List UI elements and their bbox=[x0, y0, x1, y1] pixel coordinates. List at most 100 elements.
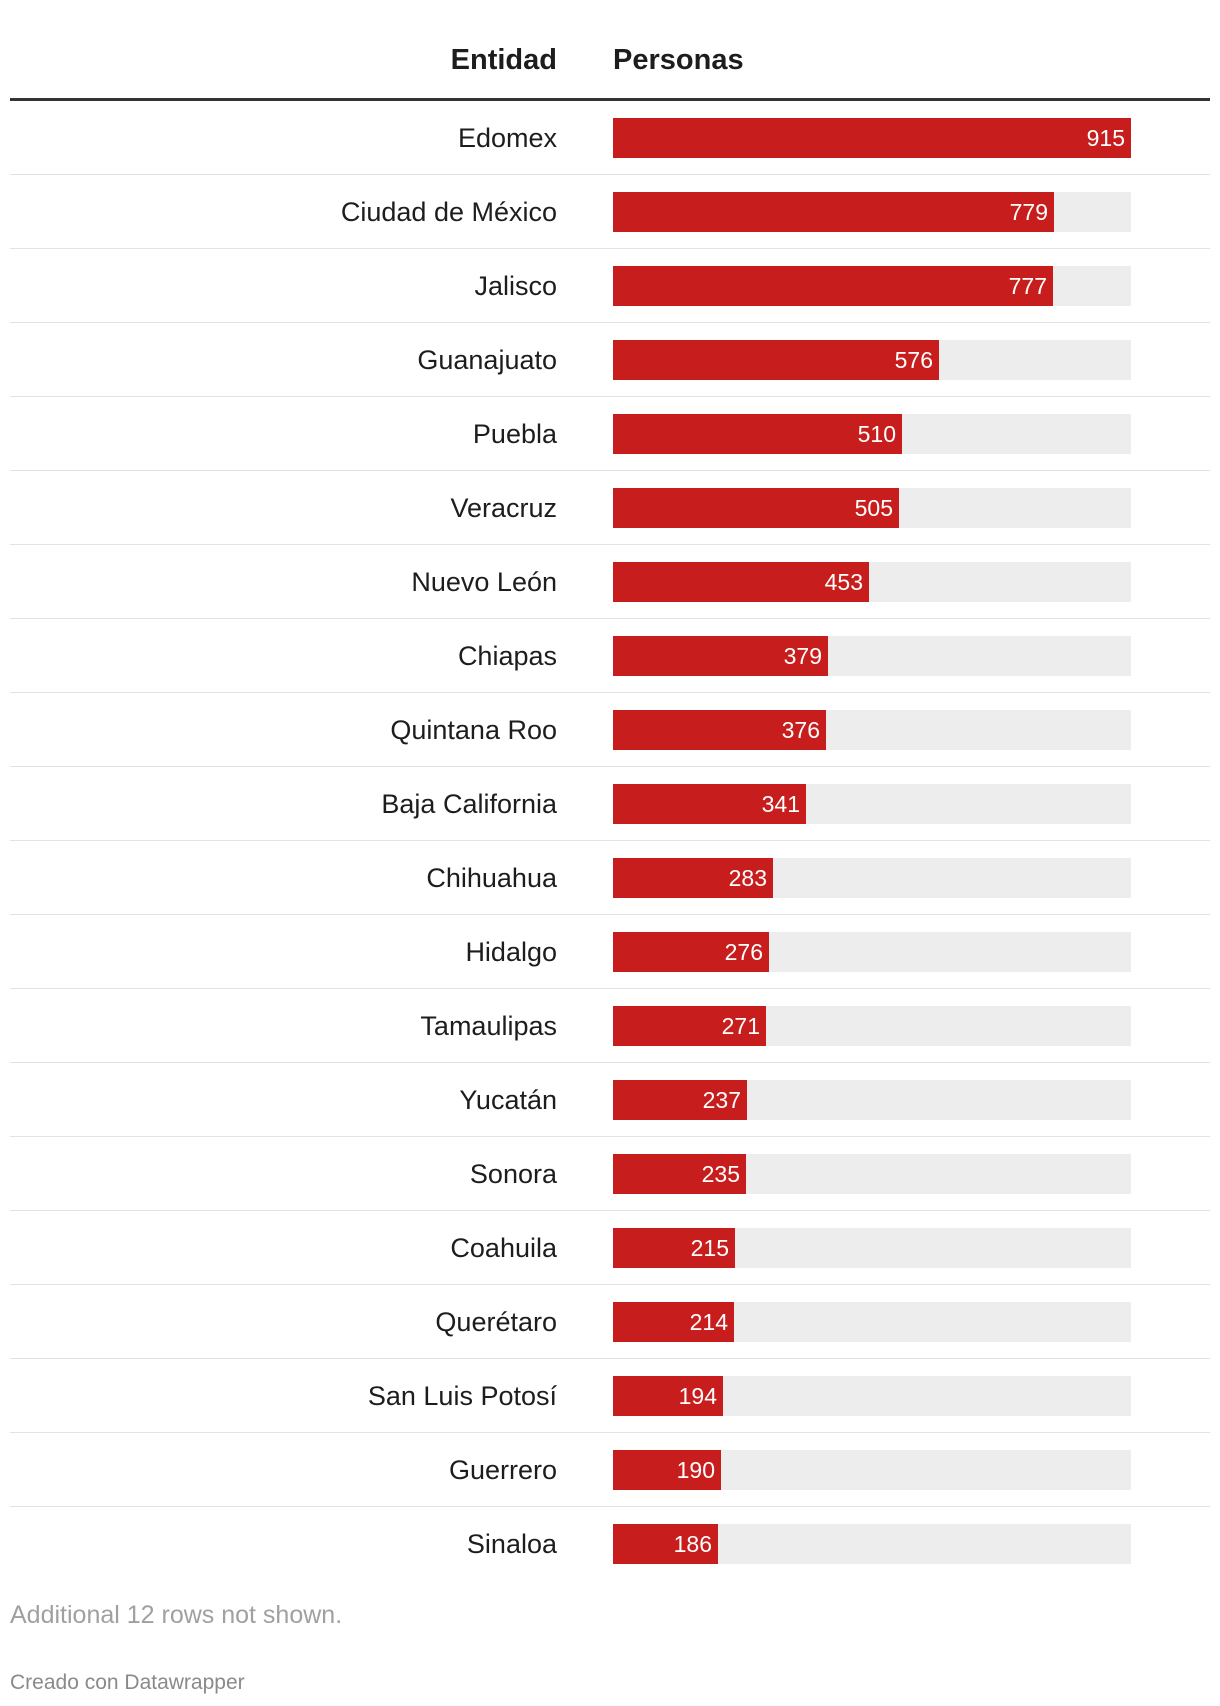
value-bar: 379 bbox=[613, 636, 828, 676]
bar-track: 235 bbox=[613, 1154, 1131, 1194]
value-bar: 576 bbox=[613, 340, 939, 380]
value-label: 779 bbox=[1009, 199, 1048, 225]
table-row: Jalisco 777 bbox=[10, 249, 1210, 323]
table-row: Guanajuato 576 bbox=[10, 323, 1210, 397]
value-bar: 779 bbox=[613, 192, 1054, 232]
table-row: Puebla 510 bbox=[10, 397, 1210, 471]
bar-track: 777 bbox=[613, 266, 1131, 306]
value-bar: 777 bbox=[613, 266, 1053, 306]
table-row: Guerrero 190 bbox=[10, 1433, 1210, 1507]
value-label: 283 bbox=[728, 865, 767, 891]
table-row: Sonora 235 bbox=[10, 1137, 1210, 1211]
bar-track: 379 bbox=[613, 636, 1131, 676]
bar-track: 271 bbox=[613, 1006, 1131, 1046]
entity-label: Coahuila bbox=[450, 1233, 557, 1263]
bar-track: 576 bbox=[613, 340, 1131, 380]
value-label: 576 bbox=[894, 347, 933, 373]
entity-label: Sonora bbox=[469, 1159, 557, 1189]
value-label: 915 bbox=[1086, 125, 1125, 151]
entity-label: Nuevo León bbox=[411, 567, 557, 597]
bar-track: 186 bbox=[613, 1524, 1131, 1564]
value-bar: 215 bbox=[613, 1228, 735, 1268]
entity-label: Chihuahua bbox=[426, 863, 557, 893]
entity-label: Jalisco bbox=[474, 271, 557, 301]
entity-label: Quintana Roo bbox=[390, 715, 557, 745]
bar-track: 510 bbox=[613, 414, 1131, 454]
value-bar: 376 bbox=[613, 710, 826, 750]
table-row: Hidalgo 276 bbox=[10, 915, 1210, 989]
entity-label: Edomex bbox=[457, 123, 557, 153]
value-label: 505 bbox=[854, 495, 893, 521]
entity-label: Baja California bbox=[381, 789, 557, 819]
value-label: 379 bbox=[783, 643, 822, 669]
bar-track: 376 bbox=[613, 710, 1131, 750]
bar-track: 341 bbox=[613, 784, 1131, 824]
table-row: Chihuahua 283 bbox=[10, 841, 1210, 915]
bar-track: 214 bbox=[613, 1302, 1131, 1342]
value-bar: 194 bbox=[613, 1376, 723, 1416]
value-bar: 235 bbox=[613, 1154, 746, 1194]
bar-track: 915 bbox=[613, 118, 1131, 158]
value-label: 235 bbox=[701, 1161, 740, 1187]
entity-label: Chiapas bbox=[457, 641, 557, 671]
bar-track: 237 bbox=[613, 1080, 1131, 1120]
table-row: Nuevo León 453 bbox=[10, 545, 1210, 619]
value-bar: 276 bbox=[613, 932, 769, 972]
bar-track: 190 bbox=[613, 1450, 1131, 1490]
entity-label: Hidalgo bbox=[465, 937, 557, 967]
value-bar: 341 bbox=[613, 784, 806, 824]
table-row: Coahuila 215 bbox=[10, 1211, 1210, 1285]
table-header: Entidad Personas bbox=[10, 0, 1210, 101]
table-row: Sinaloa 186 bbox=[10, 1507, 1210, 1581]
entity-label: Ciudad de México bbox=[340, 197, 557, 227]
table-row: Baja California 341 bbox=[10, 767, 1210, 841]
value-bar: 453 bbox=[613, 562, 869, 602]
bar-track: 215 bbox=[613, 1228, 1131, 1268]
table-row: Ciudad de México 779 bbox=[10, 175, 1210, 249]
value-label: 510 bbox=[857, 421, 896, 447]
entity-label: Yucatán bbox=[459, 1085, 557, 1115]
entity-label: Puebla bbox=[472, 419, 557, 449]
table-row: Querétaro 214 bbox=[10, 1285, 1210, 1359]
table-row: Edomex 915 bbox=[10, 101, 1210, 175]
bar-track: 453 bbox=[613, 562, 1131, 602]
column-header-entity[interactable]: Entidad bbox=[450, 44, 557, 76]
value-label: 214 bbox=[689, 1309, 728, 1335]
entity-label: Querétaro bbox=[435, 1307, 557, 1337]
rows-not-shown-note: Additional 12 rows not shown. bbox=[10, 1601, 343, 1629]
value-label: 237 bbox=[702, 1087, 741, 1113]
table-body: Edomex 915 Ciudad de México 779 Jalisco 777 Gu… bbox=[10, 101, 1210, 1581]
column-header-persons[interactable]: Personas bbox=[613, 44, 744, 76]
table-row: San Luis Potosí 194 bbox=[10, 1359, 1210, 1433]
bar-track: 276 bbox=[613, 932, 1131, 972]
value-bar: 190 bbox=[613, 1450, 721, 1490]
value-label: 271 bbox=[721, 1013, 760, 1039]
value-label: 777 bbox=[1008, 273, 1047, 299]
value-label: 186 bbox=[673, 1531, 712, 1557]
table-row: Veracruz 505 bbox=[10, 471, 1210, 545]
bar-track: 283 bbox=[613, 858, 1131, 898]
value-label: 376 bbox=[781, 717, 820, 743]
value-bar: 283 bbox=[613, 858, 773, 898]
entity-label: Tamaulipas bbox=[420, 1011, 557, 1041]
value-bar: 214 bbox=[613, 1302, 734, 1342]
entity-label: Veracruz bbox=[450, 493, 557, 523]
bar-track: 779 bbox=[613, 192, 1131, 232]
value-bar: 271 bbox=[613, 1006, 766, 1046]
value-label: 194 bbox=[678, 1383, 717, 1409]
value-label: 190 bbox=[676, 1457, 715, 1483]
bar-track: 194 bbox=[613, 1376, 1131, 1416]
value-bar: 237 bbox=[613, 1080, 747, 1120]
bar-track: 505 bbox=[613, 488, 1131, 528]
value-label: 215 bbox=[690, 1235, 729, 1261]
table-row: Tamaulipas 271 bbox=[10, 989, 1210, 1063]
table-row: Quintana Roo 376 bbox=[10, 693, 1210, 767]
value-bar: 186 bbox=[613, 1524, 718, 1564]
value-label: 341 bbox=[761, 791, 800, 817]
datawrapper-credit[interactable]: Creado con Datawrapper bbox=[10, 1671, 245, 1694]
value-bar: 915 bbox=[613, 118, 1131, 158]
value-label: 276 bbox=[724, 939, 763, 965]
table-row: Chiapas 379 bbox=[10, 619, 1210, 693]
table-row: Yucatán 237 bbox=[10, 1063, 1210, 1137]
